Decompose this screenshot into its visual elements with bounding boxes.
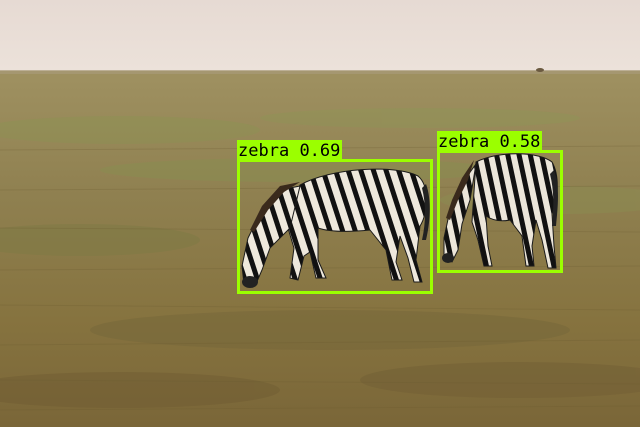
detection-label-zebra-2: zebra 0.58: [437, 131, 543, 153]
zebra-left: [241, 168, 430, 288]
zebra-right: [442, 153, 558, 269]
detection-score: 0.58: [499, 132, 541, 152]
horizon: [0, 70, 640, 74]
sky: [0, 0, 640, 72]
grassland: [0, 71, 640, 427]
detection-class: zebra: [438, 132, 490, 152]
detection-class: zebra: [238, 141, 290, 161]
distant-animal: [536, 68, 544, 72]
detection-label-zebra-1: zebra 0.69: [237, 140, 343, 162]
detection-score: 0.69: [299, 141, 341, 161]
grass-patches: [0, 108, 640, 408]
